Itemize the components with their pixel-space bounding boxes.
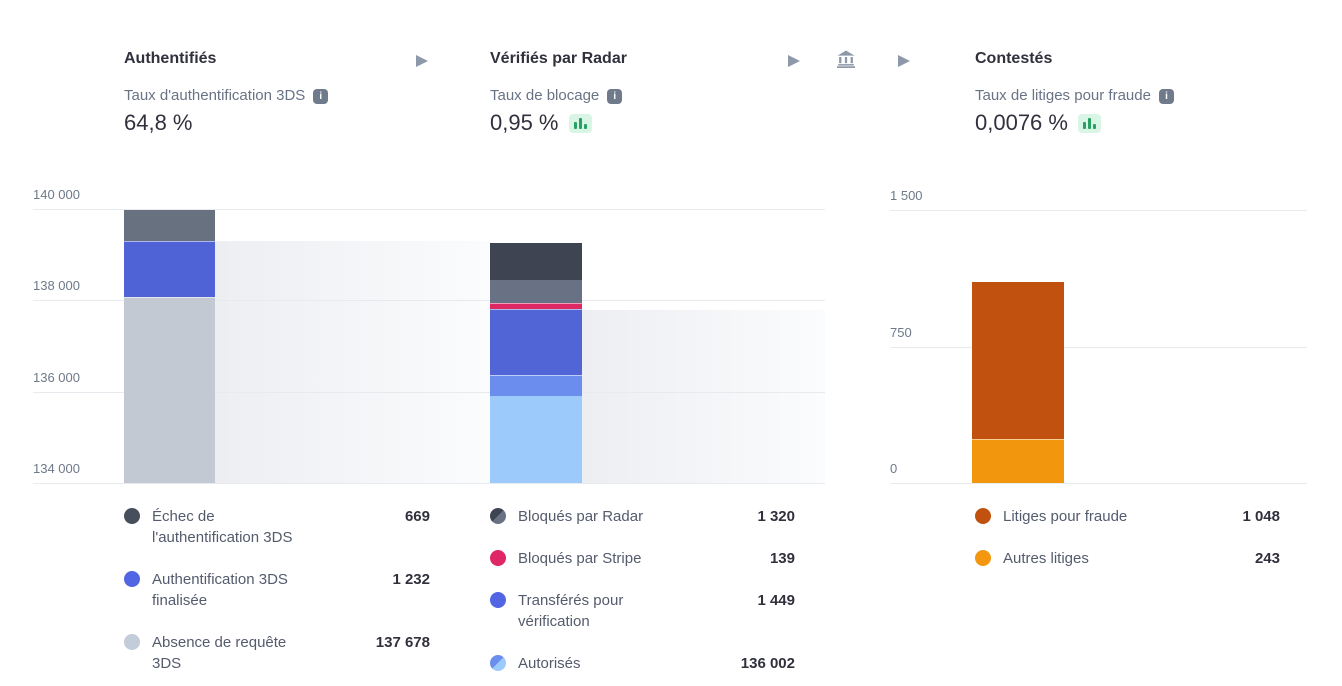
- y-tick-label: 136 000: [33, 370, 80, 385]
- flow-band: [582, 309, 825, 483]
- flow-arrow-icon: [898, 55, 910, 67]
- legend-label: Bloqués par Radar: [518, 508, 644, 525]
- legend-item[interactable]: Transférés pour vérification 1 449: [490, 590, 795, 632]
- info-icon[interactable]: i: [313, 88, 329, 104]
- stage-title: Vérifiés par Radar: [490, 50, 627, 67]
- stage-title: Authentifiés: [124, 50, 217, 67]
- legend-label: Litiges pour fraude: [1003, 508, 1128, 525]
- metric-value: 0,0076 %: [975, 110, 1068, 135]
- legend-item[interactable]: Autres litiges 243: [975, 548, 1280, 569]
- bank-icon: [836, 49, 856, 74]
- bar-segment-0-1[interactable]: [124, 240, 215, 297]
- legend-value: 1 320: [757, 508, 795, 525]
- mini-bar-chart-icon[interactable]: [1077, 113, 1101, 133]
- y-tick-label: 134 000: [33, 461, 80, 476]
- y-tick-label: 0: [890, 461, 898, 476]
- info-icon[interactable]: i: [1158, 88, 1174, 104]
- legend-item[interactable]: Autorisés 136 002: [490, 653, 795, 674]
- legend-label: Authentification 3DS finalisée: [152, 571, 288, 609]
- gridline: [33, 209, 825, 210]
- legend-label: Transférés pour vérification: [518, 592, 624, 630]
- y-tick-label: 138 000: [33, 278, 80, 293]
- bar-segment-0-2[interactable]: [124, 296, 215, 483]
- legend-item[interactable]: Authentification 3DS finalisée 1 232: [124, 569, 430, 611]
- legend-item[interactable]: Échec de l'authentification 3DS 669: [124, 506, 430, 548]
- bar-segment-1-0[interactable]: [490, 242, 582, 303]
- bar-segment-1-2[interactable]: [490, 309, 582, 376]
- legend-value: 669: [404, 508, 430, 525]
- legend-label: Échec de l'authentification 3DS: [152, 508, 293, 546]
- flow-arrow-icon: [416, 55, 428, 67]
- legend-dot: [490, 508, 506, 524]
- metric-label: Taux de litiges pour fraude: [975, 87, 1151, 104]
- legend-value: 139: [769, 550, 795, 567]
- legend-item[interactable]: Bloqués par Stripe 139: [490, 548, 795, 569]
- metric-value: 64,8 %: [124, 110, 193, 135]
- legend-dot: [490, 592, 506, 608]
- stage-header-contestes: Contestés Taux de litiges pour fraude i …: [975, 48, 1295, 148]
- legend-value: 137 678: [375, 634, 430, 651]
- y-tick-label: 1 500: [890, 188, 923, 203]
- stage-title: Contestés: [975, 50, 1053, 67]
- legend-dot: [124, 571, 140, 587]
- legend-dot: [975, 550, 991, 566]
- legend-value: 1 449: [757, 592, 795, 609]
- gridline: [33, 300, 825, 301]
- gridline: [890, 210, 1307, 211]
- metric-label: Taux de blocage: [490, 87, 600, 104]
- legend-1: Bloqués par Radar 1 320 Bloqués par Stripe…: [490, 506, 795, 686]
- legend-value: 243: [1254, 550, 1280, 567]
- y-tick-label: 750: [890, 325, 912, 340]
- flow-band: [215, 240, 490, 483]
- bar-segment-2-1[interactable]: [972, 438, 1064, 483]
- bar-segment-1-3[interactable]: [490, 375, 582, 483]
- legend-item[interactable]: Absence de requête 3DS 137 678: [124, 632, 430, 674]
- info-icon[interactable]: i: [607, 88, 623, 104]
- metric-value: 0,95 %: [490, 110, 559, 135]
- legend-dot: [490, 550, 506, 566]
- legend-label: Autorisés: [518, 655, 581, 672]
- legend-2: Litiges pour fraude 1 048 Autres litiges 24…: [975, 506, 1280, 590]
- legend-dot: [975, 508, 991, 524]
- mini-bar-chart-icon[interactable]: [568, 113, 592, 133]
- legend-dot: [490, 655, 506, 671]
- gridline: [890, 483, 1307, 484]
- bar-segment-0-0[interactable]: [124, 210, 215, 241]
- gridline: [33, 392, 825, 393]
- legend-label: Autres litiges: [1003, 550, 1089, 567]
- legend-item[interactable]: Bloqués par Radar 1 320: [490, 506, 795, 527]
- bar-segment-2-0[interactable]: [972, 281, 1064, 439]
- gridline: [890, 347, 1307, 348]
- legend-0: Échec de l'authentification 3DS 669 Authen…: [124, 506, 430, 686]
- legend-value: 1 232: [392, 571, 430, 588]
- legend-label: Bloqués par Stripe: [518, 550, 642, 567]
- legend-dot: [124, 634, 140, 650]
- flow-arrow-icon: [788, 55, 800, 67]
- y-tick-label: 140 000: [33, 187, 80, 202]
- stage-header-authentifies: Authentifiés Taux d'authentification 3DS…: [124, 48, 444, 148]
- metric-label: Taux d'authentification 3DS: [124, 87, 306, 104]
- legend-item[interactable]: Litiges pour fraude 1 048: [975, 506, 1280, 527]
- bar-segment-1-1[interactable]: [490, 302, 582, 310]
- legend-value: 1 048: [1242, 508, 1280, 525]
- legend-value: 136 002: [740, 655, 795, 672]
- stage-header-verifies-par-radar: Vérifiés par Radar Taux de blocage i 0,9…: [490, 48, 810, 148]
- legend-dot: [124, 508, 140, 524]
- legend-label: Absence de requête 3DS: [152, 634, 287, 672]
- gridline: [33, 483, 825, 484]
